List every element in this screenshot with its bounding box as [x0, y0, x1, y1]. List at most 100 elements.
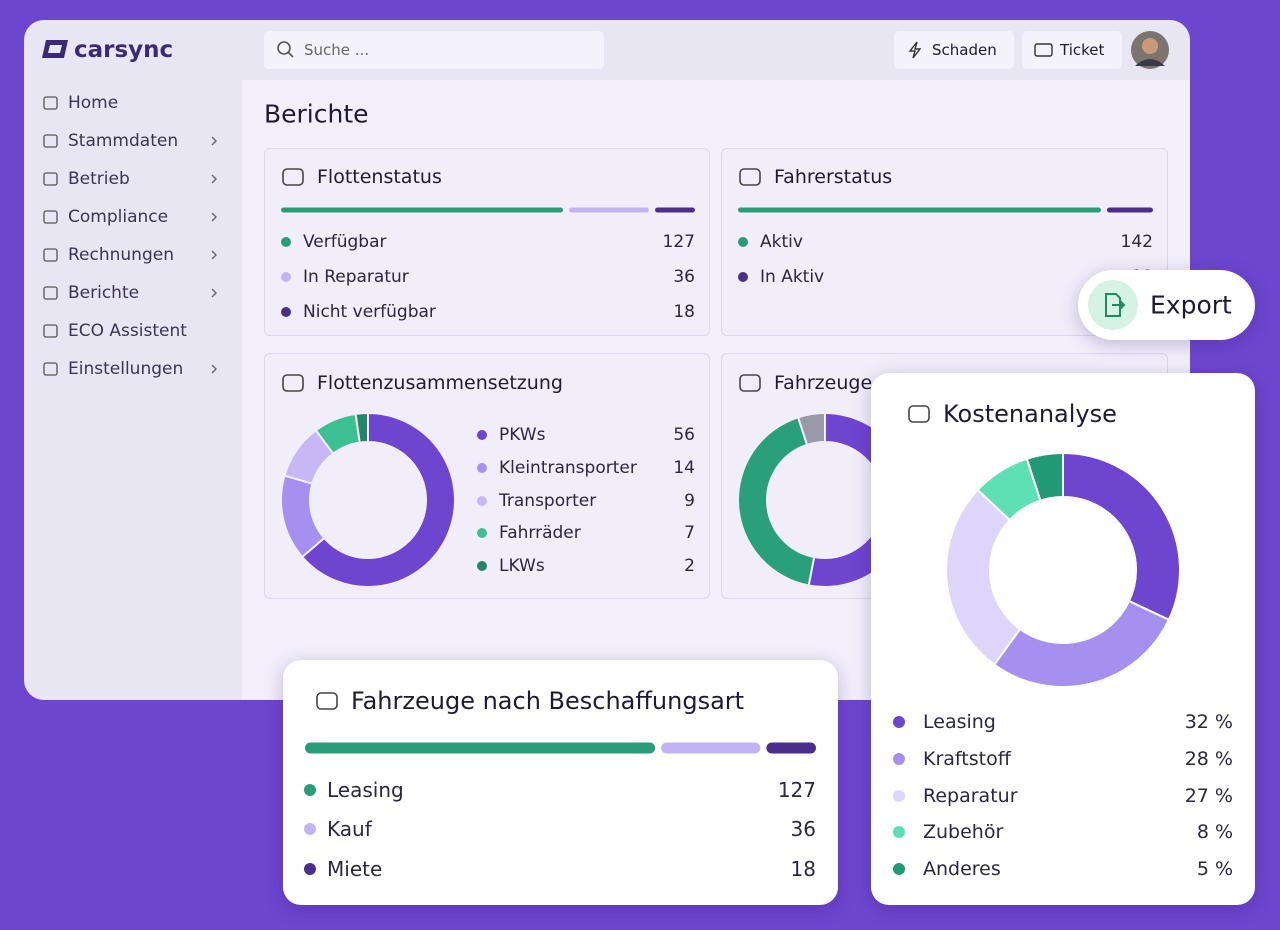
legend-dot — [304, 823, 316, 835]
legend-label: PKWs — [499, 425, 546, 445]
card-title: Flottenstatus — [317, 166, 442, 188]
card-title: Fahrzeuge — [774, 372, 873, 394]
chevron — [211, 212, 217, 222]
legend-label: LKWs — [499, 556, 545, 576]
legend-dot — [893, 826, 905, 838]
search-placeholder: Suche ... — [304, 41, 370, 59]
card: Flottenstatus Verfügbar 127 In Reparatur 36 N… — [264, 148, 710, 336]
donut-segment — [945, 488, 1022, 667]
legend-dot — [281, 307, 291, 317]
card: Kostenanalyse Leasing 32 % Kraftstoff 28 % Re… — [871, 373, 1255, 905]
bar-segment — [305, 742, 656, 754]
logo — [42, 40, 68, 58]
bar-segment — [281, 207, 564, 213]
card-icon — [739, 168, 761, 186]
nav-icon — [43, 96, 58, 110]
search[interactable]: Suche ... — [264, 31, 604, 69]
bolt-icon — [908, 41, 922, 59]
avatar[interactable] — [1130, 30, 1170, 70]
legend-label: Nicht verfügbar — [303, 302, 436, 322]
nav-label: Home — [68, 93, 119, 113]
nav-icon — [43, 362, 58, 376]
brand: carsync — [40, 37, 173, 63]
legend-value: 18 — [673, 302, 695, 322]
nav-icon — [43, 286, 58, 300]
legend-value: 127 — [662, 232, 695, 252]
legend-label: Leasing — [923, 711, 996, 733]
legend-label: Transporter — [499, 491, 597, 511]
legend-value: 28 % — [1184, 748, 1233, 770]
action-button[interactable]: Ticket — [1022, 31, 1122, 69]
legend-dot — [477, 496, 487, 506]
card-icon — [908, 405, 930, 423]
brand-name: carsync — [74, 37, 174, 63]
card-icon — [316, 692, 338, 710]
nav-item[interactable] — [24, 163, 242, 195]
legend-dot — [477, 528, 487, 538]
chevron — [211, 288, 217, 298]
legend-value: 7 — [684, 523, 695, 543]
card: Fahrzeuge nach Beschaffungsart Leasing 127… — [283, 660, 838, 905]
legend-value: 32 % — [1184, 711, 1233, 733]
bar-segment — [766, 742, 816, 754]
legend-dot — [477, 430, 487, 440]
card-graphics — [304, 692, 816, 875]
donut-segment — [992, 599, 1171, 688]
export-label: Export — [1150, 290, 1232, 320]
legend-dot — [477, 463, 487, 473]
nav-label: Berichte — [68, 283, 140, 303]
legend-value: 56 — [673, 425, 695, 445]
legend-label: Fahrräder — [499, 523, 581, 543]
page-title: Berichte — [264, 99, 369, 129]
bar-segment — [655, 207, 695, 213]
action-label: Ticket — [1060, 41, 1105, 59]
legend-label: In Reparatur — [303, 267, 409, 287]
legend-dot — [304, 784, 316, 796]
action-button[interactable]: Schaden — [894, 31, 1014, 69]
legend-value: 14 — [673, 458, 695, 478]
nav-label: Rechnungen — [68, 245, 174, 265]
card-icon — [282, 374, 304, 392]
nav-label: Compliance — [68, 207, 169, 227]
legend-value: 2 — [684, 556, 695, 576]
bar-segment — [1106, 207, 1153, 213]
chevron — [211, 136, 217, 146]
nav-icon — [43, 210, 58, 224]
legend-value: 5 % — [1196, 858, 1233, 880]
donut-segment — [737, 415, 816, 587]
legend-dot — [893, 753, 905, 765]
card-icon — [282, 168, 304, 186]
legend-value: 36 — [790, 817, 816, 841]
card-graphics — [738, 168, 1153, 282]
legend-label: Verfügbar — [303, 232, 387, 252]
donut-segment — [300, 411, 456, 588]
legend-label: Kauf — [327, 817, 372, 841]
nav-label: Betrieb — [68, 169, 130, 189]
legend-dot — [893, 863, 905, 875]
card: Flottenzusammensetzung PKWs 56 Kleintranspo… — [264, 353, 710, 599]
sidebar: Home Stammdaten Betrieb Compliance Rechnunge… — [24, 80, 242, 700]
legend-label: Leasing — [327, 778, 404, 802]
export-button[interactable]: Export — [1078, 270, 1255, 340]
nav-label: ECO Assistent — [68, 321, 187, 341]
legend-dot — [738, 237, 748, 247]
legend-value: 8 % — [1196, 821, 1233, 843]
legend-dot — [738, 272, 748, 282]
card-title: Kostenanalyse — [943, 400, 1117, 428]
ticket-icon — [1034, 43, 1053, 57]
nav-icon — [43, 248, 58, 262]
action-label: Schaden — [932, 41, 997, 59]
legend-label: Aktiv — [760, 232, 803, 252]
donut-segment — [354, 411, 369, 444]
chevron — [211, 250, 217, 260]
bar-segment — [661, 742, 761, 754]
legend-label: Miete — [327, 857, 383, 881]
nav-icon — [43, 172, 58, 186]
legend-label: Kleintransporter — [499, 458, 637, 478]
nav-item[interactable] — [24, 87, 242, 119]
legend-value: 36 — [673, 267, 695, 287]
donut-segment — [796, 411, 826, 447]
legend-value: 127 — [777, 778, 816, 802]
nav-icon — [43, 134, 58, 148]
legend-dot — [304, 863, 316, 875]
